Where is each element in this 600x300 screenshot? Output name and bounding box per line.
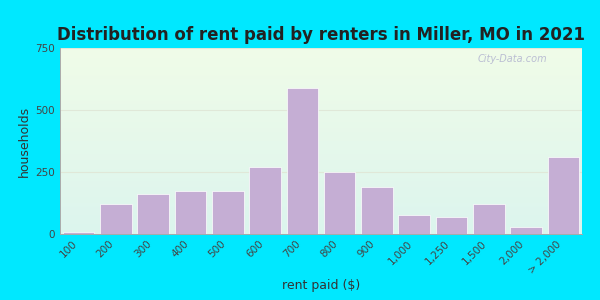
Bar [287, 88, 318, 234]
Bar [63, 232, 94, 234]
Bar [249, 167, 281, 234]
Bar [436, 217, 467, 234]
X-axis label: rent paid ($): rent paid ($) [282, 279, 360, 292]
Bar [361, 187, 393, 234]
Bar [137, 194, 169, 234]
Bar [473, 204, 505, 234]
Text: City-Data.com: City-Data.com [478, 54, 547, 64]
Bar [510, 226, 542, 234]
Title: Distribution of rent paid by renters in Miller, MO in 2021: Distribution of rent paid by renters in … [57, 26, 585, 44]
Bar [175, 190, 206, 234]
Bar [212, 190, 244, 234]
Bar [324, 172, 355, 234]
Bar [100, 204, 132, 234]
Y-axis label: households: households [18, 105, 31, 177]
Bar [398, 215, 430, 234]
Bar [548, 157, 579, 234]
